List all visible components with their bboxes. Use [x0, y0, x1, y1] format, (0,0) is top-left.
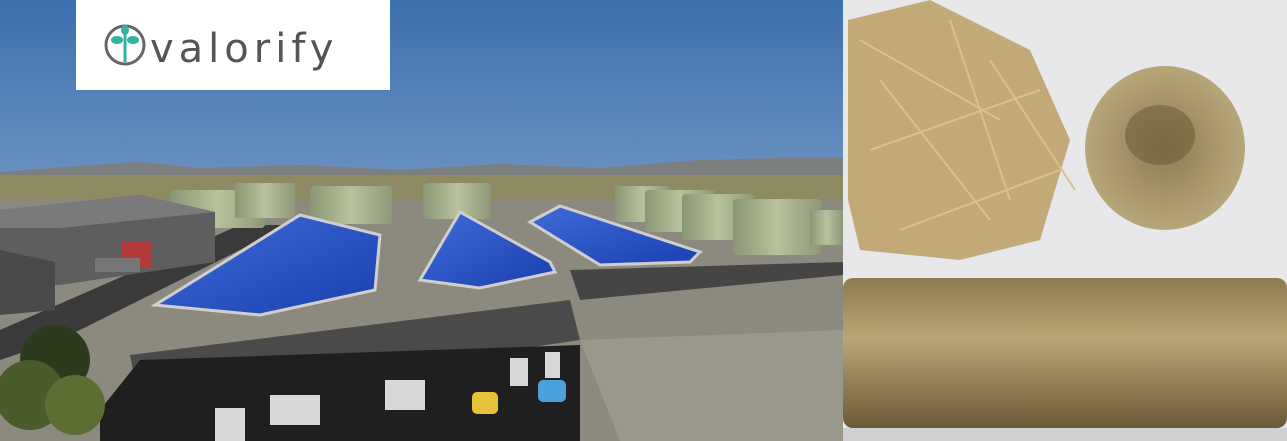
logo-icon: [104, 24, 146, 66]
logo-text: valorify: [150, 26, 338, 72]
biomass-photo: [843, 0, 1287, 441]
facility-render: valorify: [0, 0, 843, 441]
logo-box: [76, 0, 390, 90]
